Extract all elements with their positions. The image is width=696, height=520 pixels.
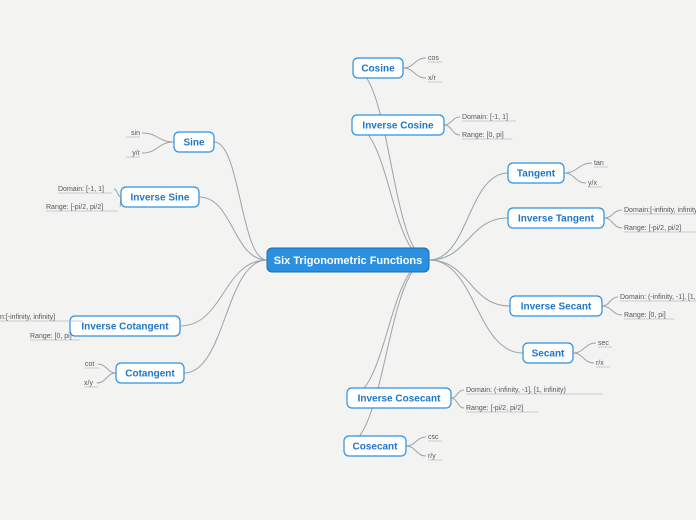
leaf-cotangent-0: cot bbox=[85, 361, 94, 368]
leaf-cosine-1: x/r bbox=[428, 75, 436, 82]
leaf-sine-1: y/r bbox=[132, 150, 140, 157]
node-label-invsecant: Inverse Secant bbox=[521, 302, 592, 313]
leaf-invcotangent-1: Range: [0, pi] bbox=[30, 333, 72, 340]
leaf-edge-sine-0 bbox=[142, 133, 174, 142]
edge-invsecant bbox=[429, 260, 510, 306]
node-label-cosine: Cosine bbox=[361, 64, 395, 75]
leaf-cosecant-1: r/y bbox=[428, 453, 436, 460]
leaf-edge-sine-1 bbox=[142, 142, 174, 153]
node-label-cosecant: Cosecant bbox=[352, 442, 398, 453]
edge-tangent bbox=[429, 173, 508, 260]
leaf-invcosine-1: Range: [0, pi] bbox=[462, 132, 504, 139]
leaf-invtangent-1: Range: [-pi/2, pi/2] bbox=[624, 225, 681, 232]
leaf-edge-invtangent-0 bbox=[604, 210, 622, 218]
leaf-edge-cotangent-0 bbox=[98, 364, 116, 373]
edge-cosecant bbox=[344, 260, 429, 446]
node-label-invcotangent: Inverse Cotangent bbox=[81, 322, 169, 333]
leaf-invsine-0: Domain: [-1, 1] bbox=[58, 186, 104, 193]
edge-secant bbox=[429, 260, 523, 353]
leaf-edge-invsine-0 bbox=[114, 189, 121, 197]
leaf-edge-secant-0 bbox=[573, 343, 596, 353]
leaf-edge-secant-1 bbox=[573, 353, 594, 363]
edge-invsine bbox=[199, 197, 267, 260]
node-label-cotangent: Cotangent bbox=[125, 369, 175, 380]
leaf-edge-cosine-1 bbox=[403, 68, 426, 78]
leaf-edge-invtangent-1 bbox=[604, 218, 622, 228]
node-label-sine: Sine bbox=[183, 138, 205, 149]
edge-invcosecant bbox=[347, 260, 429, 398]
leaf-secant-0: sec bbox=[598, 340, 609, 347]
leaf-invcosine-0: Domain: [-1, 1] bbox=[462, 114, 508, 121]
leaf-sine-0: sin bbox=[131, 130, 140, 137]
node-label-tangent: Tangent bbox=[517, 169, 556, 180]
leaf-edge-invcosecant-0 bbox=[451, 390, 464, 398]
node-label-invsine: Inverse Sine bbox=[131, 193, 190, 204]
leaf-cotangent-1: x/y bbox=[84, 380, 93, 387]
leaf-edge-tangent-1 bbox=[564, 173, 586, 183]
edge-invcosine bbox=[352, 125, 429, 260]
mindmap-canvas: Six Trigonometric Functions Cosine Inverse… bbox=[0, 0, 696, 520]
leaf-edge-invcosecant-1 bbox=[451, 398, 464, 408]
leaf-invsecant-0: Domain: (-infinity, -1], [1, infinity) bbox=[620, 294, 696, 301]
leaf-cosine-0: cos bbox=[428, 55, 439, 62]
leaf-edge-tangent-0 bbox=[564, 163, 592, 173]
leaf-edge-cosecant-0 bbox=[406, 437, 426, 446]
leaf-edge-cosine-0 bbox=[403, 58, 426, 68]
leaf-secant-1: r/x bbox=[596, 360, 604, 367]
edge-invtangent bbox=[429, 218, 508, 260]
leaf-tangent-0: tan bbox=[594, 160, 604, 167]
leaf-edge-invcosine-1 bbox=[444, 125, 460, 135]
center-label: Six Trigonometric Functions bbox=[274, 255, 423, 267]
node-label-invtangent: Inverse Tangent bbox=[518, 214, 595, 225]
leaf-invsine-1: Range: [-pi/2, pi/2] bbox=[46, 204, 103, 211]
leaf-invcosecant-0: Domain: (-infinity, -1], [1, infinity) bbox=[466, 387, 566, 394]
leaf-edge-invsecant-0 bbox=[602, 297, 618, 306]
edge-cosine bbox=[353, 68, 429, 260]
leaf-edge-cotangent-1 bbox=[97, 373, 116, 383]
leaf-edge-cosecant-1 bbox=[406, 446, 426, 456]
leaf-edge-invcosine-0 bbox=[444, 117, 460, 125]
leaf-invtangent-0: Domain:[-infinity, infinity] bbox=[624, 207, 696, 214]
leaf-invcotangent-0: n:[-infinity, infinity] bbox=[0, 314, 55, 321]
leaf-invsecant-1: Range: [0, pi] bbox=[624, 312, 666, 319]
edge-invcotangent bbox=[180, 260, 267, 326]
leaf-tangent-1: y/x bbox=[588, 180, 597, 187]
leaf-invcosecant-1: Range: [-pi/2, pi/2] bbox=[466, 405, 523, 412]
leaf-cosecant-0: csc bbox=[428, 434, 439, 441]
node-label-invcosine: Inverse Cosine bbox=[362, 121, 434, 132]
edge-cotangent bbox=[184, 260, 267, 373]
node-label-secant: Secant bbox=[532, 349, 565, 360]
leaf-edge-invsecant-1 bbox=[602, 306, 622, 315]
node-label-invcosecant: Inverse Cosecant bbox=[358, 394, 441, 405]
